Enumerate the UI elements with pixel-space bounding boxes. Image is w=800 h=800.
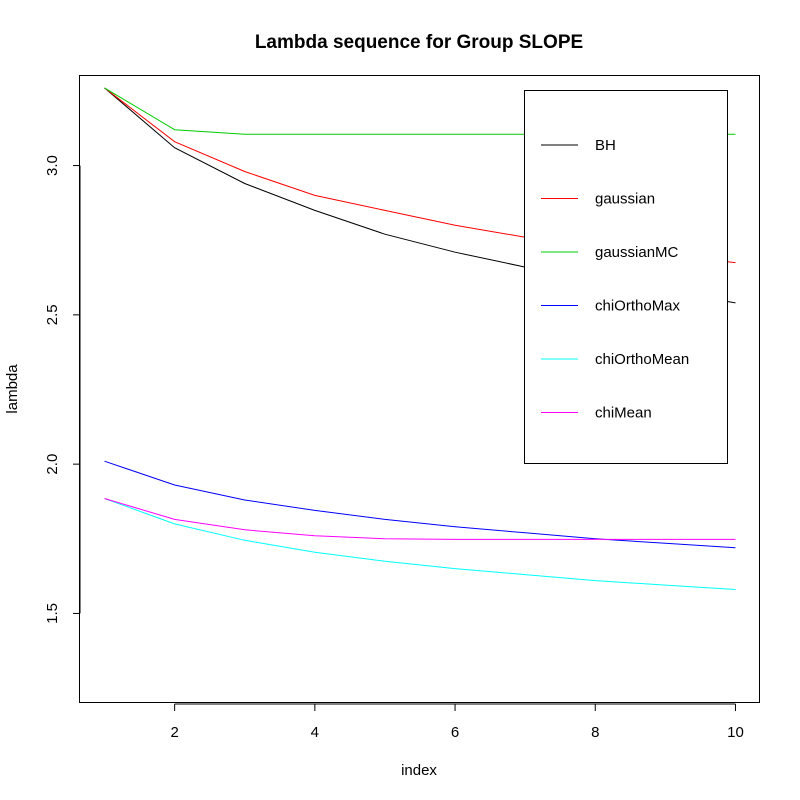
- legend-label: chiOrthoMean: [595, 351, 689, 368]
- legend-label: chiMean: [595, 405, 652, 422]
- legend-label: gaussianMC: [595, 244, 679, 261]
- x-tick-label: 2: [170, 724, 178, 741]
- y-tick-label: 2.0: [44, 454, 61, 475]
- x-axis-label: index: [401, 762, 437, 779]
- y-tick-label: 3.0: [44, 155, 61, 176]
- series-line-chiOrthoMax: [104, 460, 736, 549]
- legend-box: [524, 90, 728, 464]
- y-axis: 1.5 2.0 2.5 3.0: [44, 155, 81, 624]
- x-tick-label: 4: [311, 724, 319, 741]
- legend-label: BH: [595, 137, 616, 154]
- x-tick-label: 10: [727, 724, 744, 741]
- legend-label: chiOrthoMax: [595, 298, 681, 315]
- x-axis: 2 4 6 8 10: [170, 703, 744, 741]
- legend-label: gaussian: [595, 191, 655, 208]
- y-axis-label: lambda: [4, 364, 21, 414]
- x-tick-label: 6: [451, 724, 459, 741]
- series-line-chiOrthoMean: [104, 498, 736, 590]
- series-line-chiMean: [104, 498, 736, 540]
- chart-title: Lambda sequence for Group SLOPE: [255, 32, 583, 53]
- legend: BH gaussian gaussianMC chiOrthoMax chiOrthoM…: [524, 90, 728, 464]
- x-tick-label: 8: [591, 724, 599, 741]
- y-tick-label: 1.5: [44, 603, 61, 624]
- y-tick-label: 2.5: [44, 304, 61, 325]
